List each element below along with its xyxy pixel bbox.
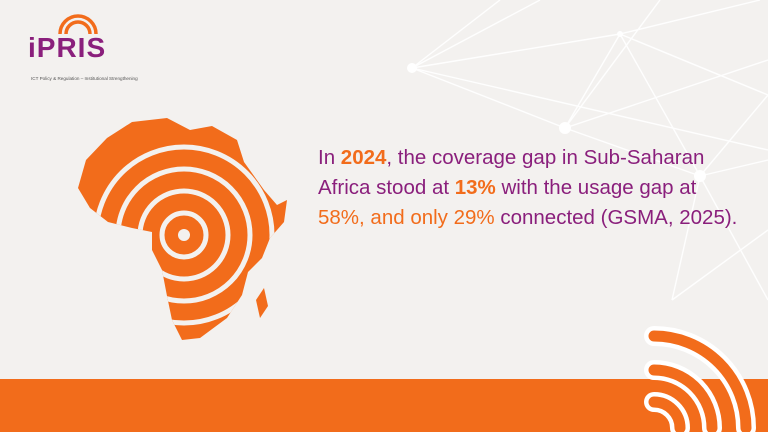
statement-part1: In [318,146,341,169]
statement-part3: with the usage gap at [495,176,697,200]
logo-wordmark: iPRIS [28,32,107,63]
statement-text: In 2024, the coverage gap in Sub-Saharan… [318,143,738,234]
logo: iPRIS ICT Policy & Regulation – Institut… [28,8,168,88]
statement-coverage-gap: 13% [454,176,496,200]
africa-signal-map-icon [78,118,287,340]
statement-part2: , the coverage gap in Sub-Saharan Africa… [318,146,705,200]
statement-year: 2024 [340,146,387,169]
statement-usage-gap: 58%, and only 29% [318,206,495,230]
bottom-bar [0,379,768,432]
statement-part4: connected (GSMA, 2025). [494,206,738,230]
logo-tagline: ICT Policy & Regulation – Institutional … [31,76,138,81]
logo-signal-icon [58,14,98,35]
wifi-signal-icon [644,326,756,432]
